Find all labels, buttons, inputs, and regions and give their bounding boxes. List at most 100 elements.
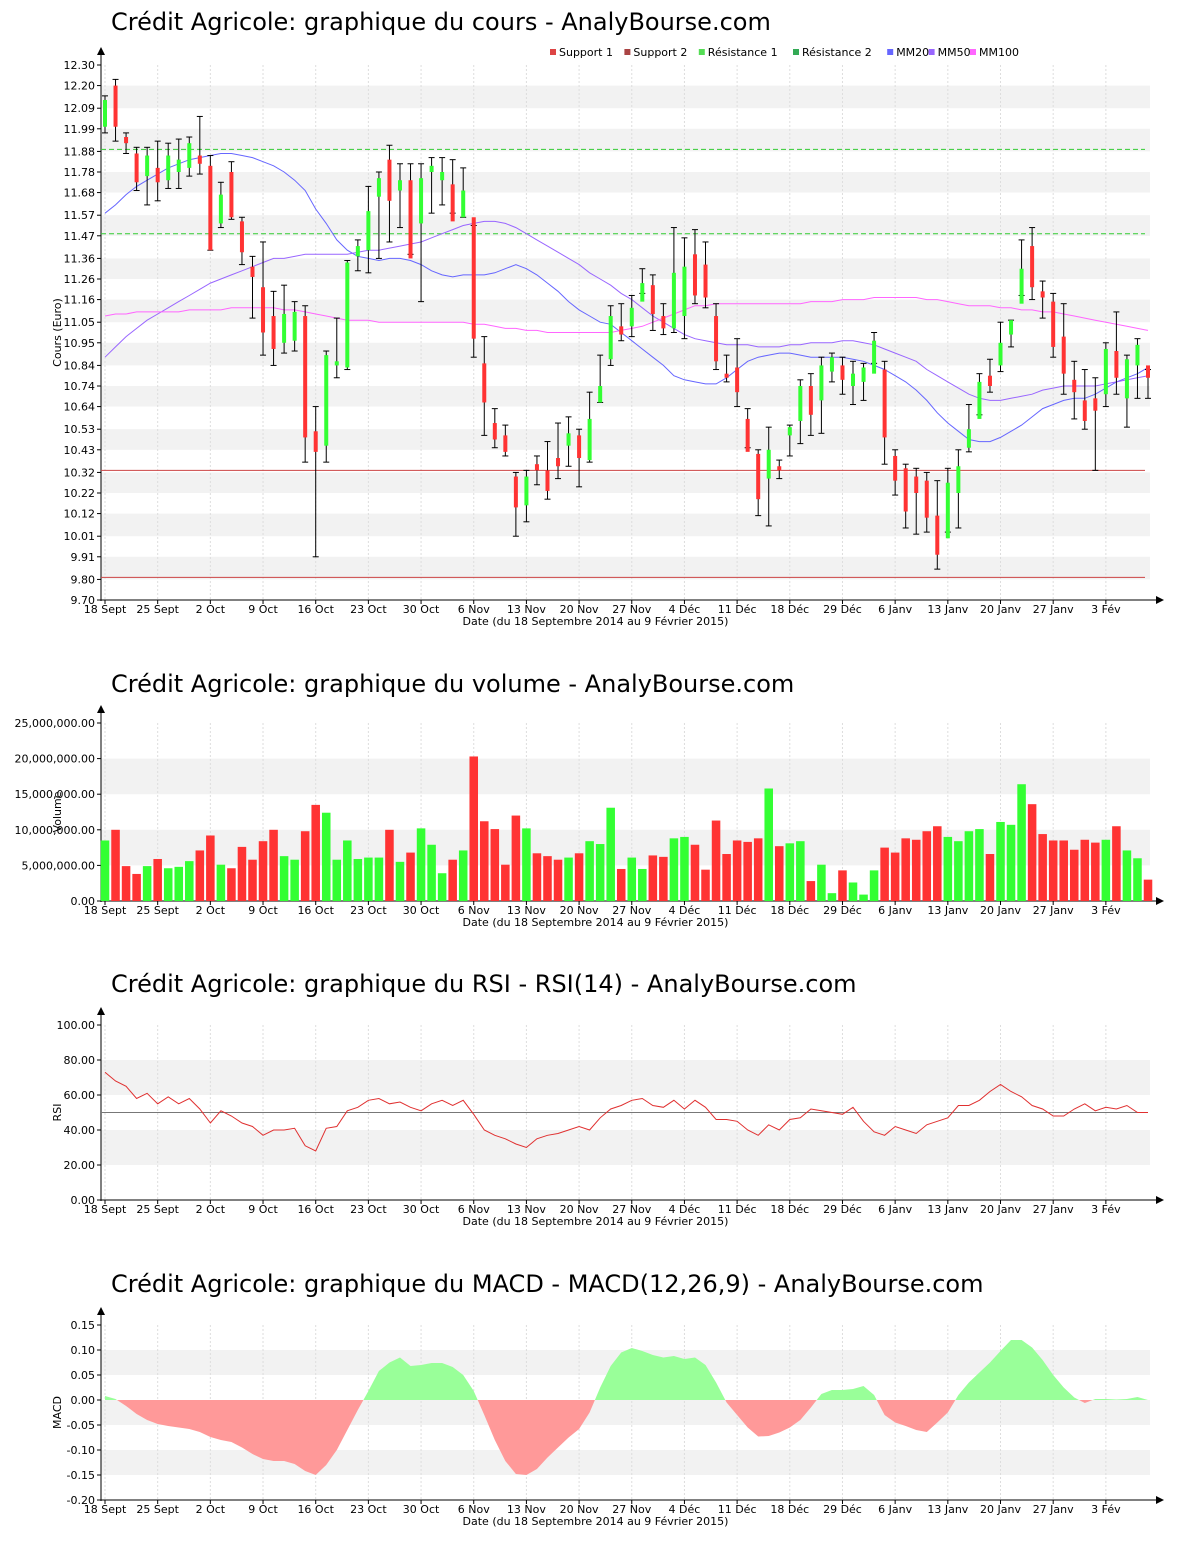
macd-x-tick-label: 20 Nov	[560, 1503, 599, 1516]
candle	[544, 441, 551, 500]
candle-body	[1061, 336, 1066, 374]
volume-bar	[416, 828, 426, 901]
candle-body	[777, 466, 782, 471]
macd-positive-area	[1092, 1397, 1148, 1400]
price-x-axis-arrow	[1156, 596, 1164, 604]
candle	[850, 360, 857, 406]
price-y-tick-label: 11.36	[64, 252, 96, 265]
candle	[217, 181, 224, 229]
candle	[302, 305, 309, 463]
candle	[986, 358, 993, 393]
volume-bar	[648, 855, 658, 901]
candle	[1113, 311, 1120, 395]
volume-bar	[1101, 839, 1111, 901]
price-chart-title: Crédit Agricole: graphique du cours - An…	[111, 8, 771, 36]
candle	[881, 360, 888, 465]
volume-bar	[1122, 850, 1132, 901]
candle	[165, 142, 172, 189]
candle	[1092, 377, 1099, 471]
volume-bar	[774, 846, 784, 901]
volume-bar	[385, 829, 394, 901]
price-x-tick-label: 11 Déc	[718, 603, 757, 616]
candle	[723, 354, 730, 383]
price-y-tick-label: 11.57	[64, 209, 96, 222]
candle	[502, 424, 509, 457]
candle	[934, 480, 941, 570]
candle-body	[808, 386, 813, 415]
candle-body	[956, 466, 961, 493]
macd-y-axis-arrow	[97, 1307, 105, 1315]
candle-body	[650, 285, 655, 314]
candle-body	[861, 367, 866, 382]
candle-body	[218, 194, 223, 224]
volume-bar	[216, 864, 226, 901]
rsi-y-tick-label: 100.00	[57, 1019, 96, 1032]
volume-bar	[574, 853, 584, 901]
candle-body	[334, 361, 339, 366]
price-legend-label: Support 1	[559, 46, 613, 59]
price-x-tick-label: 30 Oct	[403, 603, 440, 616]
rsi-x-tick-label: 4 Déc	[669, 1203, 701, 1216]
volume-y-axis-label: Volume	[51, 791, 64, 832]
rsi-x-tick-label: 23 Oct	[350, 1203, 387, 1216]
volume-bar	[627, 857, 637, 901]
macd-x-tick-label: 3 Fév	[1091, 1503, 1121, 1516]
volume-bar	[996, 821, 1005, 901]
volume-bar	[332, 859, 342, 901]
price-y-tick-label: 11.88	[64, 145, 96, 158]
price-legend-label: MM50	[938, 46, 971, 59]
candle-body	[124, 137, 129, 144]
macd-y-tick-label: 0.05	[71, 1369, 96, 1382]
candle-body	[271, 316, 276, 349]
volume-bar	[142, 866, 152, 901]
volume-bar	[933, 826, 942, 901]
price-x-tick-label: 3 Fév	[1091, 603, 1121, 616]
price-legend-swatch	[887, 49, 894, 55]
candle	[776, 459, 783, 480]
volume-bar	[532, 853, 542, 901]
macd-y-tick-label: 0.00	[71, 1394, 96, 1407]
rsi-x-tick-label: 11 Déc	[718, 1203, 757, 1216]
candle-body	[703, 264, 708, 298]
volume-bar	[869, 870, 879, 901]
candle	[1018, 239, 1025, 304]
candle-body	[1093, 398, 1098, 411]
price-y-tick-label: 11.99	[64, 123, 96, 136]
candle	[291, 301, 298, 352]
candle	[1123, 354, 1130, 428]
price-x-tick-label: 6 Nov	[458, 603, 490, 616]
macd-negative-area	[117, 1400, 364, 1475]
volume-bar	[311, 804, 320, 901]
price-x-tick-label: 13 Janv	[927, 603, 968, 616]
volume-bar	[469, 756, 479, 901]
candle-body	[724, 373, 729, 378]
volume-bar	[132, 873, 141, 901]
volume-x-axis-label: Date (du 18 Septembre 2014 au 9 Février …	[463, 916, 729, 929]
volume-bar	[1143, 879, 1153, 901]
candle-body	[671, 272, 676, 329]
price-y-tick-label: 12.09	[64, 102, 96, 115]
price-y-tick-label: 11.05	[64, 316, 96, 329]
macd-x-tick-label: 18 Sept	[84, 1503, 127, 1516]
price-y-tick-label: 10.32	[64, 466, 96, 479]
candle-body	[1072, 379, 1077, 393]
candle	[649, 274, 656, 331]
candle-body	[987, 375, 992, 386]
volume-chart: 0.00 5,000,000.00 10,000,000.00 15,000,000.…	[15, 705, 1164, 929]
candle-body	[1114, 351, 1119, 378]
macd-negative-area	[477, 1400, 595, 1475]
volume-bar	[616, 868, 626, 901]
macd-chart-panel: Crédit Agricole: graphique du MACD - MAC…	[0, 1270, 1200, 1545]
candle-body	[598, 386, 603, 403]
candle	[1102, 342, 1109, 408]
candle	[270, 290, 277, 366]
volume-bar	[606, 807, 615, 901]
price-y-axis-label: Cours (Euro)	[51, 298, 64, 367]
candle-body	[1146, 365, 1150, 378]
price-grid-band	[101, 258, 1150, 279]
volume-bar	[764, 788, 773, 901]
candle	[828, 352, 835, 383]
price-y-tick-label: 11.47	[64, 230, 96, 243]
volume-y-tick-label: 25,000,000.00	[15, 717, 95, 730]
volume-bar	[911, 839, 921, 901]
